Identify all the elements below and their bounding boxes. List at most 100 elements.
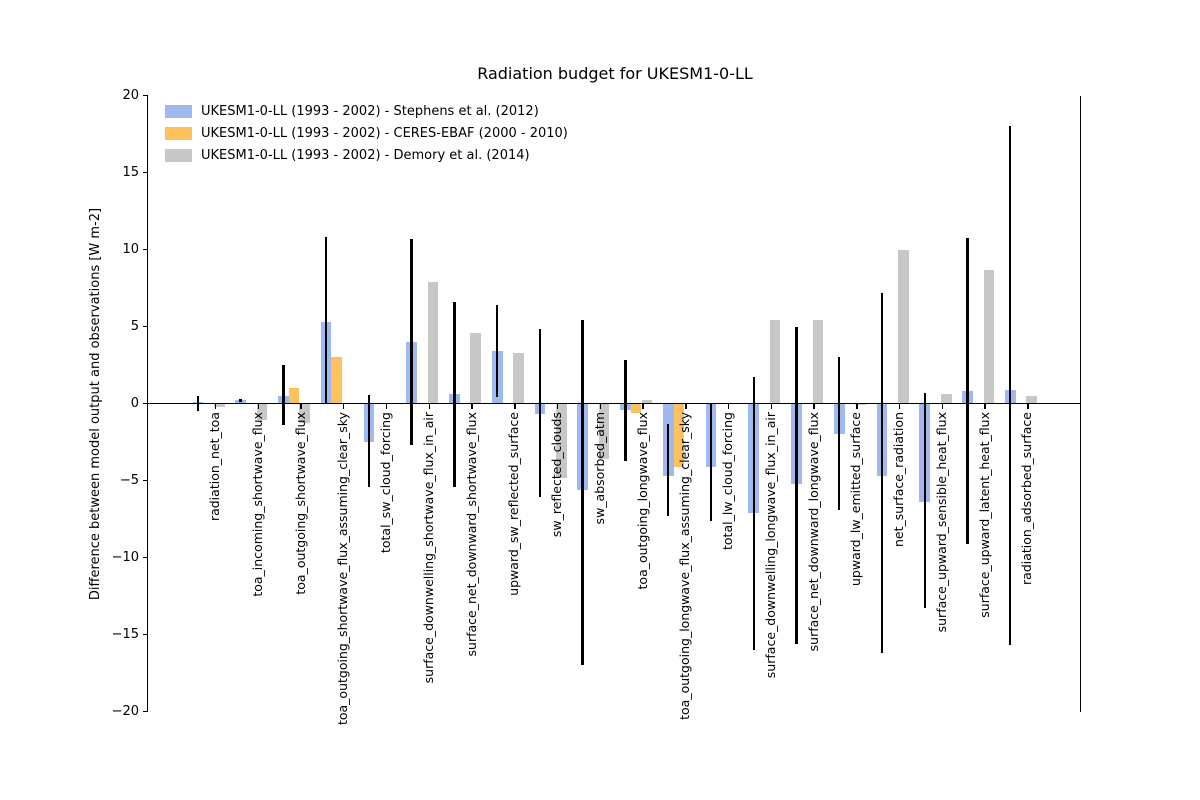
- legend-swatch-stephens: [165, 104, 192, 118]
- error-bar: [667, 423, 670, 516]
- legend-swatch-ceres: [165, 126, 192, 140]
- x-tick-mark: [257, 404, 259, 409]
- x-tick-label: toa_outgoing_shortwave_flux_assuming_cle…: [335, 412, 351, 726]
- y-tick-mark: [142, 479, 148, 482]
- bar-ceres: [673, 403, 685, 467]
- legend-row: UKESM1-0-LL (1993 - 2002) - CERES-EBAF (…: [165, 122, 568, 144]
- legend-label: UKESM1-0-LL (1993 - 2002) - CERES-EBAF (…: [201, 125, 568, 141]
- x-tick-label: toa_outgoing_shortwave_flux: [292, 412, 308, 595]
- error-bar: [239, 398, 242, 402]
- error-bar: [367, 395, 371, 487]
- legend-row: UKESM1-0-LL (1993 - 2002) - Stephens et …: [165, 100, 568, 122]
- legend-label: UKESM1-0-LL (1993 - 2002) - Stephens et …: [201, 103, 539, 119]
- y-tick-mark: [142, 556, 148, 559]
- y-tick-mark: [142, 94, 148, 97]
- x-tick-mark: [514, 404, 516, 409]
- x-tick-mark: [214, 404, 217, 409]
- x-tick-mark: [556, 404, 559, 409]
- bar-demory: [555, 403, 567, 479]
- bar-ceres: [630, 403, 642, 413]
- x-tick-label: toa_outgoing_longwave_flux_assuming_clea…: [677, 412, 693, 720]
- error-bar: [453, 301, 456, 487]
- x-tick-label: total_lw_cloud_forcing: [720, 412, 736, 550]
- bar-ceres: [331, 357, 343, 404]
- x-tick-label: radiation_adsorbed_surface: [1019, 412, 1035, 585]
- error-bar: [1009, 126, 1012, 646]
- bar-ceres: [288, 388, 300, 404]
- bar-demory: [983, 269, 995, 404]
- y-tick-mark: [142, 248, 148, 251]
- x-tick-label: surface_downwelling_shortwave_flux_in_ai…: [420, 412, 436, 684]
- x-tick-label: sw_absorbed_atm: [591, 412, 607, 525]
- x-tick-label: surface_net_downward_shortwave_flux: [463, 412, 479, 657]
- y-tick-mark: [142, 402, 148, 405]
- x-tick-mark: [813, 404, 815, 409]
- x-tick-label: upward_sw_reflected_surface: [506, 412, 522, 596]
- error-bar: [538, 328, 542, 498]
- y-tick-label: 5: [130, 319, 139, 334]
- error-bar: [581, 319, 584, 666]
- legend-row: UKESM1-0-LL (1993 - 2002) - Demory et al…: [165, 144, 568, 166]
- y-tick-label: −15: [111, 627, 139, 642]
- x-tick-label: surface_downwelling_longwave_flux_in_air: [762, 412, 778, 679]
- bar-demory: [213, 403, 225, 408]
- x-tick-mark: [984, 404, 986, 409]
- y-tick-mark: [142, 710, 148, 713]
- error-bar: [966, 237, 969, 544]
- bar-demory: [470, 333, 482, 404]
- bar-demory: [898, 249, 909, 404]
- x-tick-label: toa_outgoing_longwave_flux: [634, 412, 650, 590]
- bar-demory: [812, 320, 824, 404]
- x-tick-mark: [428, 404, 430, 409]
- x-tick-mark: [1027, 404, 1029, 409]
- bar-demory: [1026, 395, 1038, 404]
- x-tick-mark: [727, 404, 730, 409]
- y-tick-label: −10: [111, 550, 139, 565]
- x-tick-mark: [685, 404, 687, 409]
- error-bar: [709, 403, 713, 521]
- x-tick-mark: [343, 404, 345, 409]
- bar-demory: [427, 281, 439, 404]
- bar-demory: [769, 320, 781, 404]
- x-tick-mark: [385, 404, 388, 409]
- y-tick-label: 20: [122, 88, 139, 103]
- bar-demory: [940, 394, 952, 404]
- y-tick-label: 15: [122, 165, 139, 180]
- error-bar: [795, 327, 798, 644]
- y-tick-mark: [142, 171, 148, 174]
- x-tick-mark: [770, 404, 773, 409]
- bar-demory: [598, 403, 610, 459]
- error-bar: [923, 393, 926, 609]
- x-tick-label: surface_net_downward_longwave_flux: [805, 412, 821, 652]
- x-tick-label: radiation_net_toa: [207, 412, 222, 522]
- x-tick-mark: [300, 404, 302, 409]
- x-tick-label: upward_lw_emitted_surface: [848, 412, 864, 587]
- y-tick-mark: [142, 325, 148, 328]
- x-tick-label: surface_upward_latent_heat_flux: [976, 412, 992, 618]
- x-tick-mark: [898, 404, 901, 409]
- y-tick-label: 10: [122, 242, 139, 257]
- x-tick-mark: [599, 404, 602, 409]
- x-tick-label: surface_upward_sensible_heat_flux: [933, 412, 949, 633]
- error-bar: [838, 357, 841, 510]
- bar-demory: [299, 403, 311, 423]
- error-bar: [880, 292, 884, 653]
- x-tick-mark: [856, 404, 858, 409]
- x-tick-label: toa_incoming_shortwave_flux: [249, 412, 265, 597]
- bar-demory: [256, 403, 268, 421]
- zero-baseline: [148, 402, 1081, 405]
- x-tick-label: sw_reflected_clouds: [549, 412, 565, 538]
- bar-demory: [641, 399, 653, 404]
- error-bar: [410, 238, 413, 446]
- y-tick-label: 0: [130, 396, 139, 411]
- x-tick-label: total_sw_cloud_forcing: [378, 412, 394, 554]
- x-tick-label: net_surface_radiation: [891, 412, 907, 548]
- x-tick-mark: [941, 404, 944, 409]
- legend-label: UKESM1-0-LL (1993 - 2002) - Demory et al…: [201, 147, 530, 163]
- error-bar: [495, 304, 499, 397]
- error-bar: [282, 365, 285, 426]
- y-tick-label: −5: [119, 473, 139, 488]
- error-bar: [324, 237, 328, 404]
- y-tick-mark: [142, 633, 148, 636]
